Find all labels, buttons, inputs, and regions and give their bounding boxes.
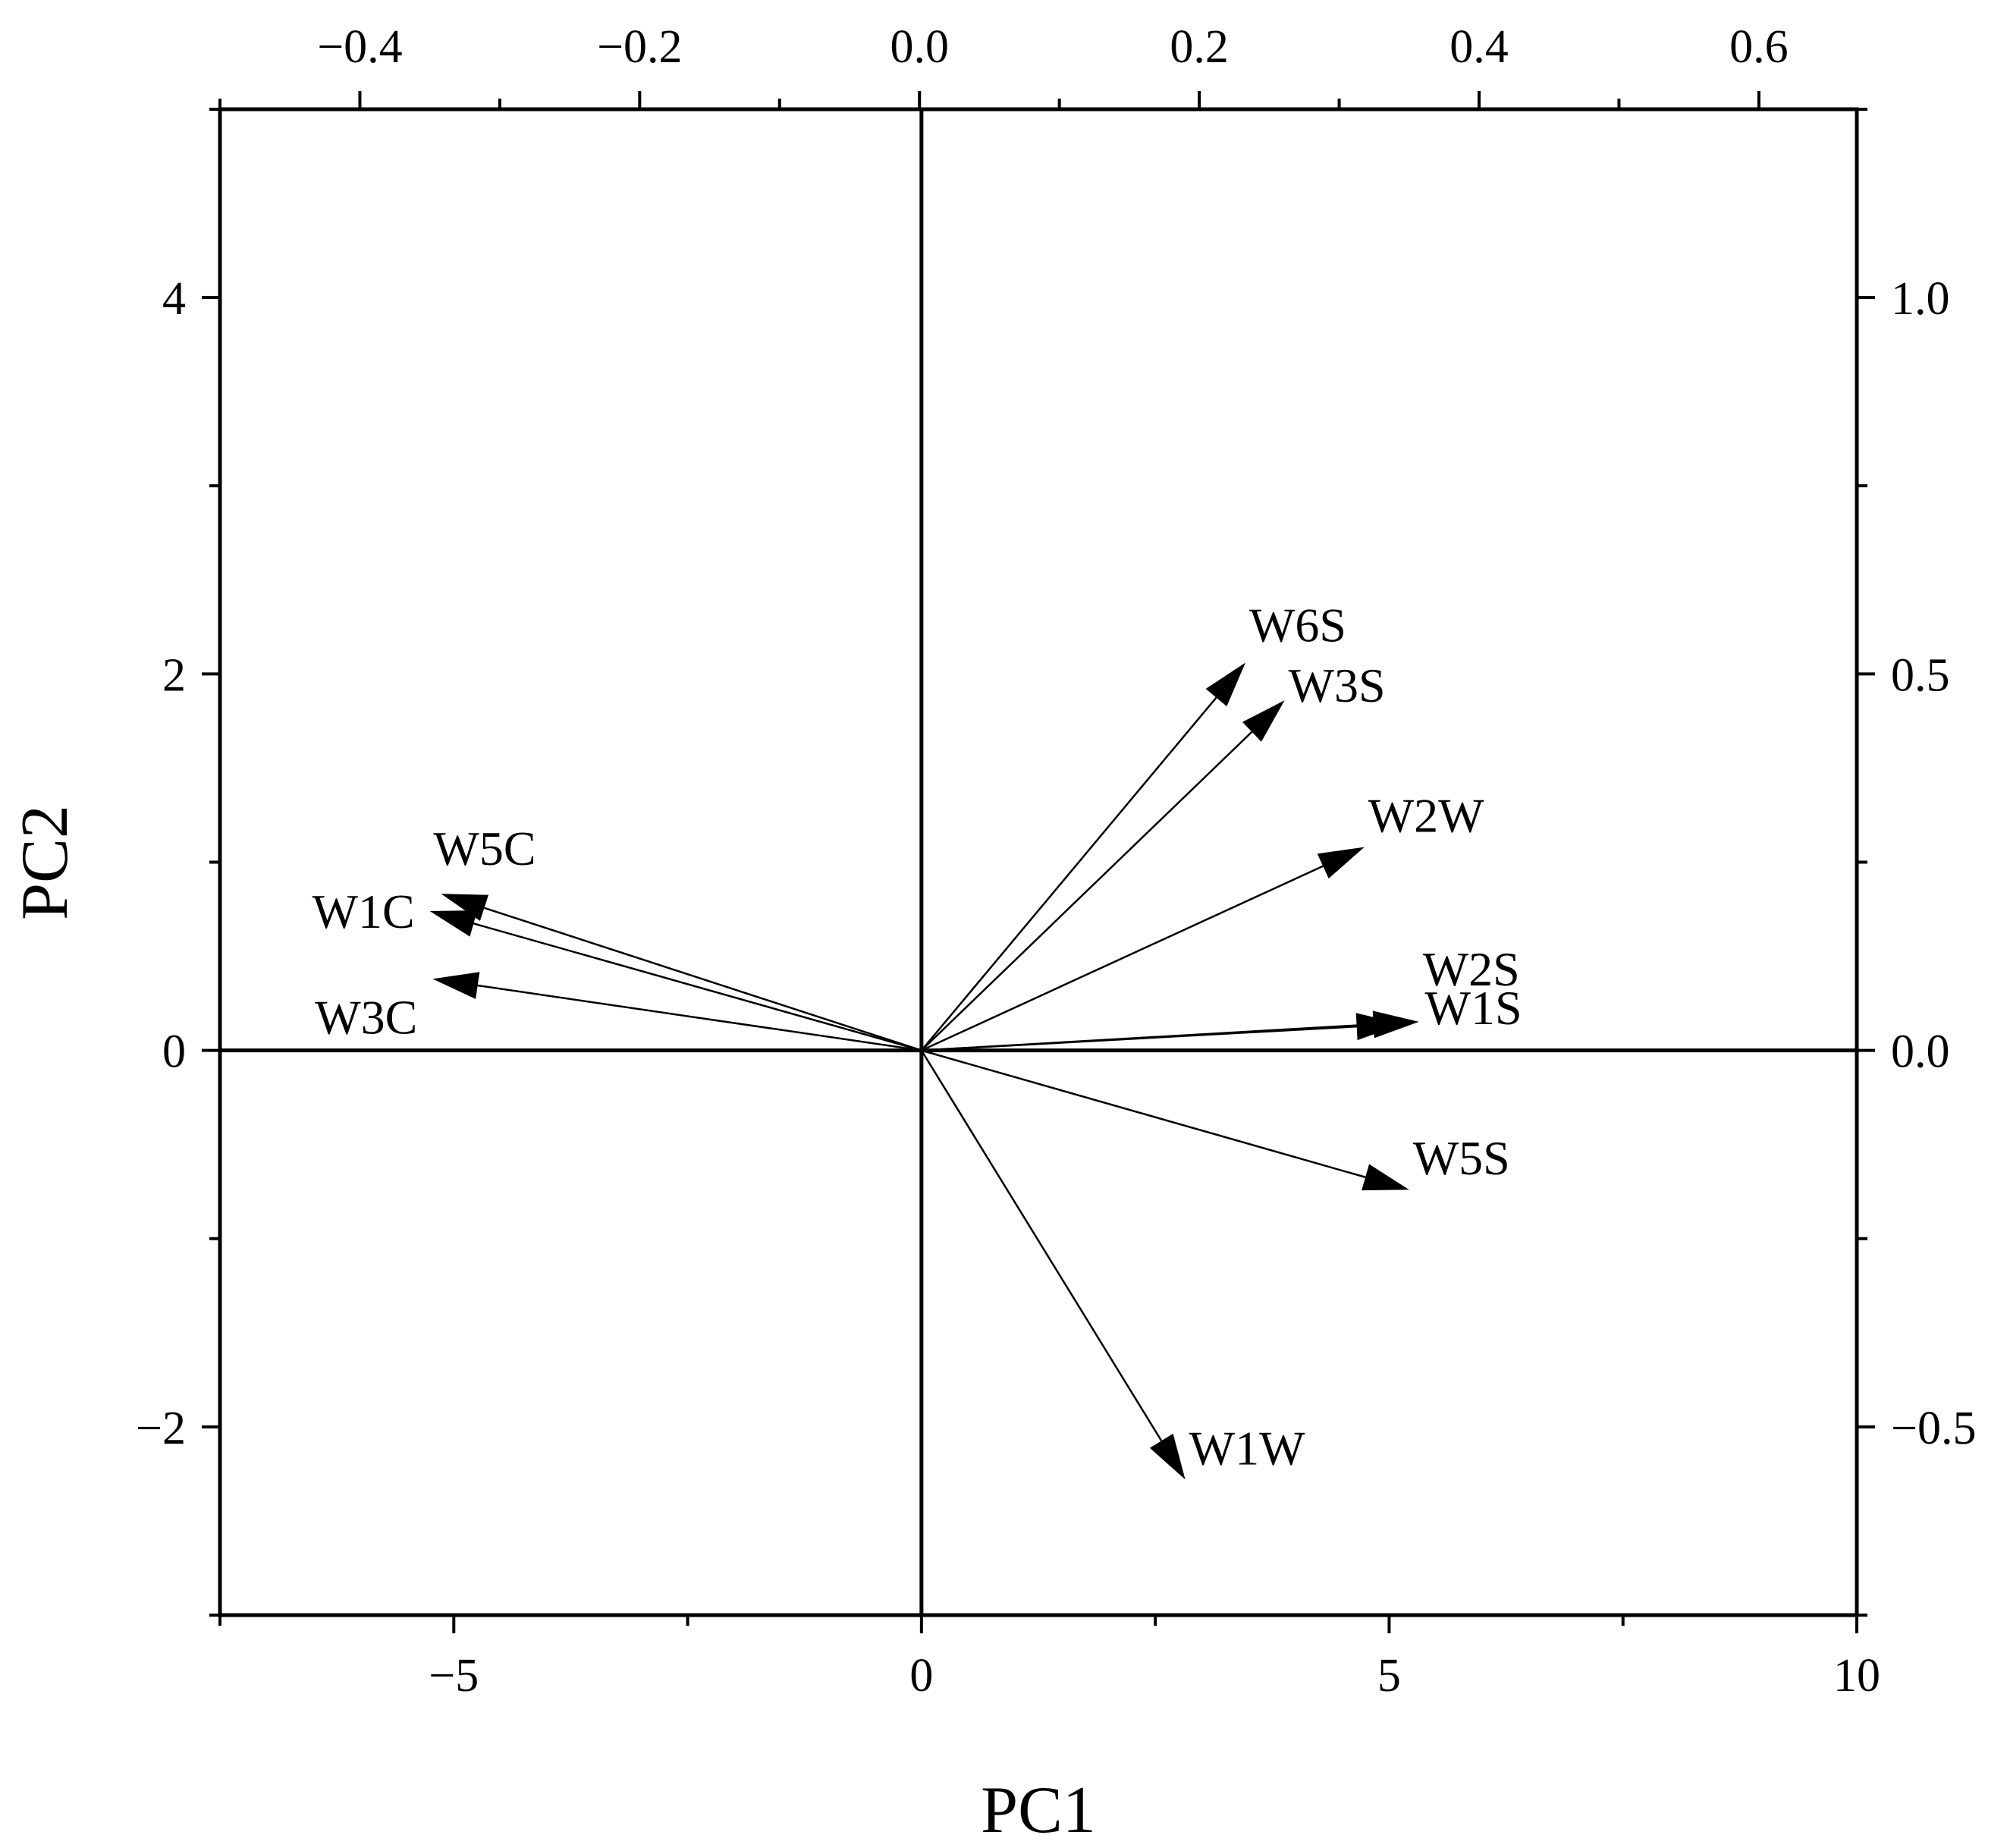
vector-arrowhead: [1362, 1164, 1409, 1191]
axis-tick-labels: −5 0 5 10 −2 0 2 4 −0.4 −0.2 0.0 0.2 0.4 0.6 −0.5 0.0 0.…: [136, 21, 1976, 1702]
vector-label: W2W: [1368, 789, 1484, 843]
y-tick-label: 0: [162, 1026, 186, 1078]
vector-label: W5C: [433, 822, 536, 875]
vector-arrowhead: [1317, 847, 1365, 879]
vector-shaft: [921, 865, 1324, 1051]
vector-shaft: [920, 696, 1217, 1051]
zero-lines: [220, 109, 1857, 1615]
vector-label: W2S: [1423, 942, 1520, 996]
vector-shaft: [920, 1049, 1163, 1441]
vector-arrowhead: [441, 894, 489, 921]
vector-w2w: W2W: [921, 789, 1484, 1051]
vector-w1s: W1S: [921, 981, 1522, 1051]
vector-label: W5S: [1413, 1131, 1510, 1185]
vector-shaft: [921, 1025, 1357, 1051]
vector-label: W1C: [313, 885, 415, 938]
axis-ticks: [202, 91, 1875, 1633]
right-tick-label: 1.0: [1891, 273, 1950, 325]
top-tick-label: −0.2: [597, 21, 682, 73]
vector-label: W3C: [315, 990, 417, 1044]
vector-shaft: [920, 731, 1253, 1051]
vector-w5c: W5C: [433, 822, 922, 1051]
vector-label: W6S: [1249, 598, 1346, 652]
vector-w1w: W1W: [920, 1049, 1305, 1480]
y-tick-label: 2: [162, 649, 186, 701]
vector-arrowhead: [429, 910, 478, 937]
right-tick-label: −0.5: [1891, 1403, 1976, 1454]
x-tick-label: −5: [429, 1650, 479, 1702]
vector-label: W1S: [1425, 981, 1522, 1035]
top-tick-label: 0.2: [1170, 21, 1229, 73]
vector-w1c: W1C: [313, 885, 922, 1051]
vector-label: W3S: [1289, 658, 1386, 712]
right-tick-label: 0.5: [1891, 649, 1950, 701]
x-tick-label: 0: [909, 1650, 933, 1702]
x-axis-title: PC1: [981, 1774, 1096, 1847]
right-tick-label: 0.0: [1891, 1026, 1950, 1078]
y-tick-label: −2: [136, 1403, 186, 1454]
y-tick-label: 4: [162, 273, 186, 325]
vector-shaft: [473, 922, 922, 1051]
x-tick-label: 5: [1377, 1650, 1401, 1702]
vector-arrowhead: [1242, 700, 1285, 742]
y-axis-title: PC2: [8, 805, 82, 920]
vector-shaft: [477, 984, 922, 1051]
vector-arrowhead: [1205, 662, 1245, 707]
top-tick-label: 0.6: [1729, 21, 1789, 73]
vector-w6s: W6S: [920, 598, 1346, 1051]
top-tick-label: 0.0: [890, 21, 949, 73]
top-tick-label: −0.4: [317, 21, 402, 73]
vector-w3s: W3S: [920, 658, 1386, 1051]
vector-arrowhead: [432, 972, 480, 999]
x-tick-label: 10: [1833, 1650, 1880, 1702]
vector-w5s: W5S: [921, 1049, 1510, 1191]
vector-w3c: W3C: [315, 972, 922, 1051]
vector-arrowhead: [1355, 1013, 1402, 1041]
vector-shaft: [484, 907, 922, 1051]
vector-arrowhead: [1149, 1433, 1186, 1480]
vector-shaft: [921, 1049, 1366, 1178]
top-tick-label: 0.4: [1450, 21, 1509, 73]
vector-label: W1W: [1189, 1421, 1305, 1475]
